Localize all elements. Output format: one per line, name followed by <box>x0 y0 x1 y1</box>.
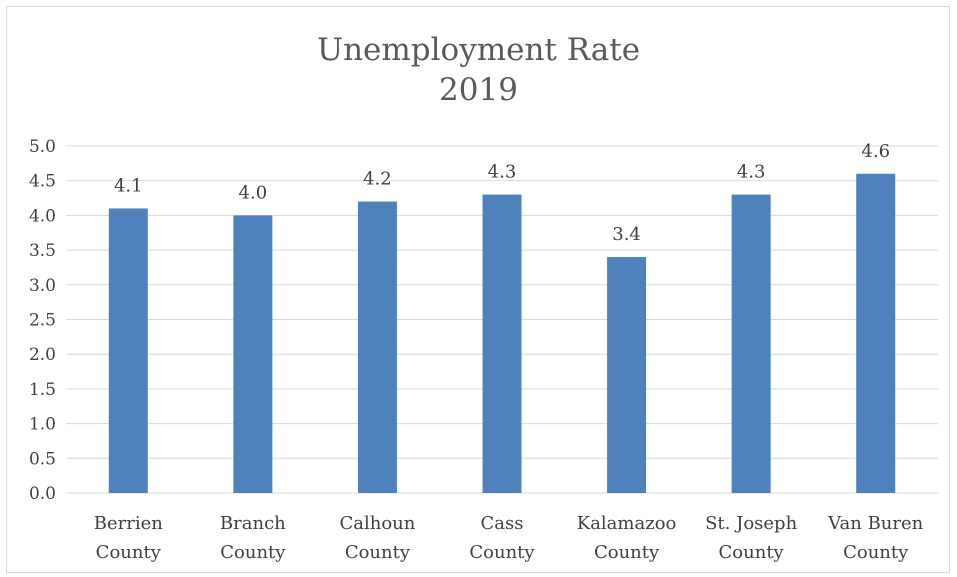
data-label: 4.2 <box>363 169 392 190</box>
y-tick-label: 1.5 <box>29 380 56 400</box>
y-tick-label: 4.5 <box>29 172 56 192</box>
category-label: Calhoun <box>339 513 415 534</box>
bar <box>482 194 522 493</box>
bars <box>108 173 896 493</box>
y-tick-label: 0.5 <box>29 449 56 469</box>
chart-title-line-1: Unemployment Rate <box>316 32 641 68</box>
category-label: County <box>843 542 909 563</box>
chart-title: Unemployment Rate 2019 <box>0 30 957 110</box>
y-tick-label: 2.5 <box>29 311 56 331</box>
category-label: Berrien <box>94 513 163 534</box>
bar <box>233 215 273 493</box>
category-label: Cass <box>481 513 524 534</box>
chart-title-line-2: 2019 <box>439 72 518 108</box>
category-label: County <box>96 542 162 563</box>
data-label: 3.4 <box>612 224 641 245</box>
chart-frame <box>6 6 950 573</box>
category-label: County <box>220 542 286 563</box>
category-label: Branch <box>220 513 286 534</box>
y-tick-label: 3.0 <box>29 276 56 296</box>
category-label: County <box>594 542 660 563</box>
category-label: Kalamazoo <box>577 513 677 534</box>
data-labels: 4.1 4.0 4.2 4.3 3.4 4.3 4.6 <box>114 141 890 245</box>
data-label: 4.1 <box>114 175 143 196</box>
y-tick-label: 3.5 <box>29 241 56 261</box>
category-label: St. Joseph <box>705 513 797 534</box>
category-label: County <box>469 542 535 563</box>
bar <box>357 201 397 493</box>
y-tick-label: 2.0 <box>29 345 56 365</box>
data-label: 4.3 <box>488 162 517 183</box>
data-label: 4.3 <box>737 162 766 183</box>
category-label: County <box>345 542 411 563</box>
category-label: County <box>719 542 785 563</box>
category-labels: Berrien County Branch County Calhoun County Ca… <box>94 513 924 563</box>
bar <box>856 173 896 493</box>
category-label: Van Buren <box>827 513 923 534</box>
bar <box>108 208 148 493</box>
data-label: 4.0 <box>239 182 268 203</box>
y-tick-label: 1.0 <box>29 415 56 435</box>
data-label: 4.6 <box>861 141 890 162</box>
bar <box>731 194 771 493</box>
y-axis-ticks: 0.0 0.5 1.0 1.5 2.0 2.5 3.0 3.5 4.0 4.5 5.0 <box>29 137 56 504</box>
y-tick-label: 4.0 <box>29 206 56 226</box>
y-tick-label: 0.0 <box>29 484 56 504</box>
bar <box>607 257 647 493</box>
y-tick-label: 5.0 <box>29 137 56 157</box>
